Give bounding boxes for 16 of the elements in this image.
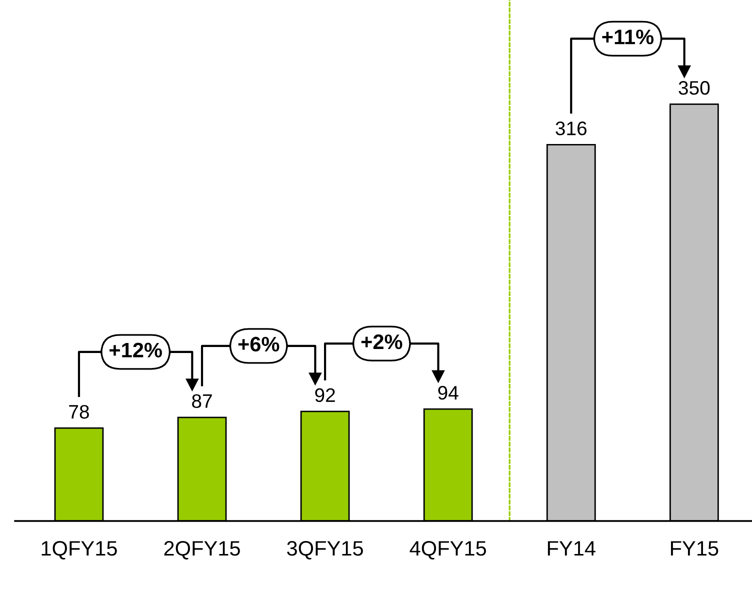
text: +11% — [602, 30, 654, 44]
data-label: 92 — [315, 388, 335, 402]
data-label: 94 — [438, 386, 458, 400]
x-tick-label: 1QFY15 — [42, 540, 117, 560]
x-tick-label: FY14 — [548, 541, 596, 556]
data-label: 350 — [678, 81, 710, 95]
x-tick-label: 2QFY15 — [164, 540, 240, 560]
x-tick-label: 3QFY15 — [287, 540, 363, 560]
annotation: +12% — [110, 342, 162, 358]
data-label: 316 — [556, 122, 586, 136]
annotation: +2% — [361, 334, 402, 350]
x-tick-label: 4QFY15 — [410, 540, 486, 560]
data-label: 78 — [69, 404, 89, 419]
data-label: 87 — [192, 394, 212, 408]
annotation: +6% — [238, 336, 280, 352]
x-tick-label: FY15 — [670, 541, 718, 556]
